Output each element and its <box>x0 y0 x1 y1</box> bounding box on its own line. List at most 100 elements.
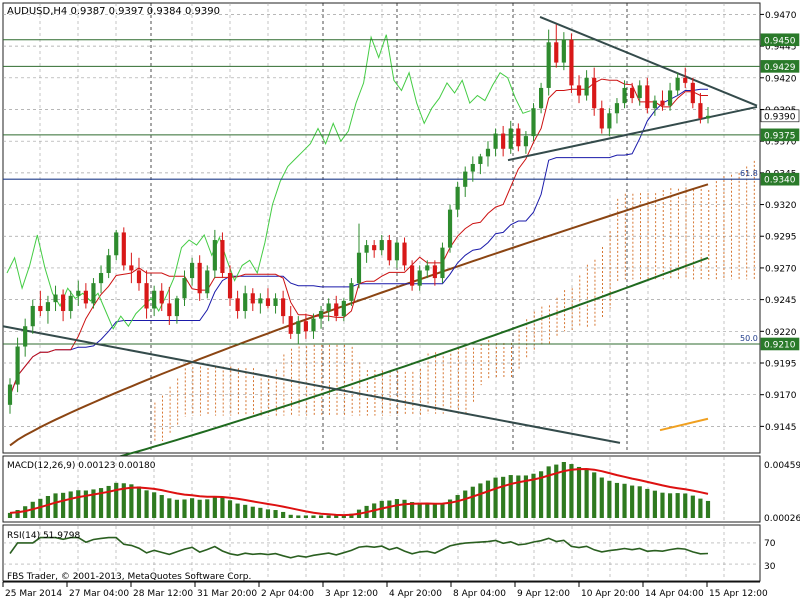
price-panel-frame <box>2 2 761 454</box>
price-label-box <box>760 33 800 47</box>
price-tick-label: 0.9295 <box>765 233 797 243</box>
macd-bar <box>341 515 346 518</box>
candle-body <box>341 300 346 317</box>
candle-body <box>478 156 483 164</box>
macd-bar <box>129 484 134 518</box>
candle-body <box>379 240 384 251</box>
macd-bar <box>220 497 225 518</box>
candle-body <box>68 295 73 312</box>
macd-bar <box>98 488 104 518</box>
candle-body <box>235 298 240 312</box>
macd-bar <box>205 499 210 518</box>
candle-body <box>190 262 195 279</box>
candle-body <box>569 39 574 86</box>
horizontal-levels: 61.8 50.0 <box>3 39 760 345</box>
macd-bar <box>417 502 422 518</box>
macd-bar <box>38 498 43 518</box>
candle-body <box>705 115 711 119</box>
candle-body <box>144 283 149 309</box>
candle-body <box>630 87 635 99</box>
macd-bar <box>83 490 88 518</box>
candle-body <box>250 293 255 304</box>
ma-mid-line <box>9 183 709 447</box>
rsi-line <box>9 536 709 559</box>
candle-body <box>174 298 179 317</box>
macd-bar <box>167 498 172 518</box>
price-label: 0.9390 <box>764 112 796 122</box>
candle-body <box>152 290 157 309</box>
macd-bar <box>53 493 58 518</box>
copyright-text: FBS Trader, © 2001-2013, MetaQuotes Soft… <box>7 572 251 582</box>
candle-body <box>599 108 604 129</box>
macd-bar <box>136 486 142 518</box>
macd-bar <box>501 476 506 518</box>
time-tick-label: 10 Apr 20:00 <box>581 589 640 599</box>
macd-bar <box>318 515 324 518</box>
candle-body <box>303 321 308 332</box>
candle-body <box>121 232 126 266</box>
candle-body <box>349 283 354 301</box>
candle-body <box>667 90 673 106</box>
candle-body <box>265 298 271 306</box>
candle-body <box>546 42 551 88</box>
macd-tick-bottom: 0.00026 <box>764 514 800 524</box>
candlesticks <box>7 24 711 414</box>
candle-body <box>182 278 187 299</box>
price-tick-label: 0.9220 <box>765 328 797 338</box>
macd-bar <box>349 513 354 518</box>
candle-body <box>561 39 566 63</box>
candle-body <box>205 270 210 294</box>
macd-bar <box>7 512 13 518</box>
ichimoku-cloud <box>154 160 755 443</box>
candle-body <box>394 242 400 261</box>
price-label: 0.9210 <box>764 340 796 350</box>
price-label: 0.9450 <box>764 36 796 46</box>
macd-panel[interactable]: MACD(12,26,9) 0.00123 0.00180 0.00459 0.… <box>2 455 800 524</box>
macd-bar <box>455 495 460 518</box>
candle-body <box>167 303 172 317</box>
candle-body <box>334 303 339 317</box>
macd-bar <box>652 490 657 518</box>
macd-bar <box>607 480 612 518</box>
rsi-label: RSI(14) 51.9798 <box>7 531 80 541</box>
candle-body <box>76 290 81 296</box>
candle-body <box>387 240 392 261</box>
time-tick-label: 31 Mar 20:00 <box>197 589 257 599</box>
macd-bar <box>68 491 73 518</box>
time-tick-label: 3 Apr 12:00 <box>325 589 378 599</box>
macd-bar <box>675 493 680 518</box>
macd-bar <box>190 498 195 518</box>
macd-bar <box>539 471 544 518</box>
candle-body <box>417 270 422 286</box>
macd-bar <box>660 492 665 518</box>
macd-bar <box>478 483 483 518</box>
macd-bar <box>296 515 301 518</box>
price-panel[interactable]: 61.8 50.0 AUDUSD,H4 0.9387 0.9397 0.9384 … <box>2 2 800 485</box>
candle-body <box>447 209 453 248</box>
candle-body <box>288 316 293 334</box>
candle-body <box>485 148 491 157</box>
macd-bar <box>182 499 187 518</box>
macd-bar <box>683 493 688 518</box>
price-label-box <box>760 60 800 73</box>
price-tick-label: 0.9145 <box>765 423 797 433</box>
candle-body <box>539 87 544 109</box>
candle-body <box>470 163 475 172</box>
macd-bar <box>273 510 278 518</box>
macd-signal-line <box>9 467 709 517</box>
price-label-box <box>760 128 800 142</box>
candle-body <box>440 247 445 279</box>
candle-body <box>311 318 316 332</box>
macd-bar <box>470 486 475 518</box>
candle-body <box>212 240 217 271</box>
candle-body <box>296 321 301 334</box>
rsi-panel[interactable]: RSI(14) 51.9798 70 30 FBS Trader, © 2001… <box>2 524 776 582</box>
time-tick-label: 27 Mar 04:00 <box>69 589 129 599</box>
candle-body <box>159 290 164 304</box>
macd-bar <box>576 466 582 518</box>
candle-body <box>114 232 119 256</box>
price-label: 0.9375 <box>764 131 796 141</box>
macd-bar <box>584 468 589 518</box>
macd-bar <box>614 482 620 518</box>
